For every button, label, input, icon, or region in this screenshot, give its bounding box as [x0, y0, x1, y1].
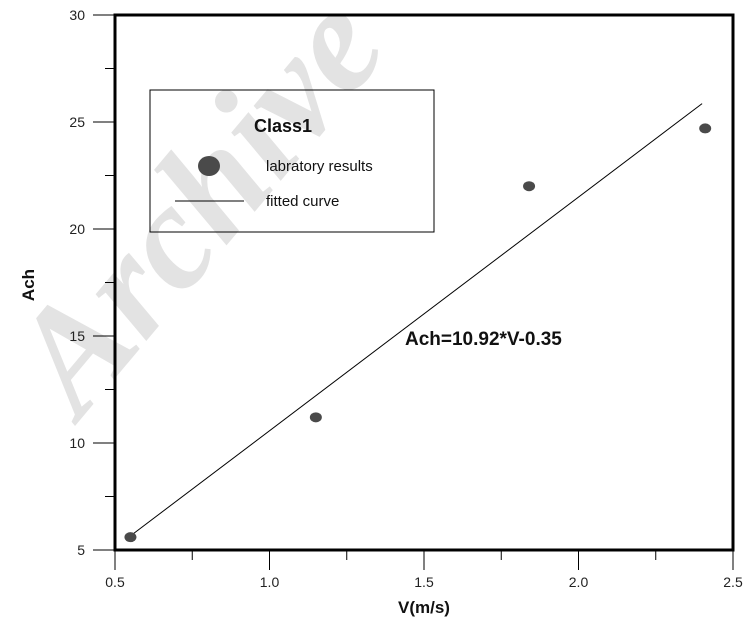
fitted-curve-layer — [130, 103, 703, 537]
data-point — [699, 123, 712, 134]
legend-marker-dot — [198, 156, 220, 176]
y-tick-label: 5 — [77, 542, 85, 558]
legend-box — [149, 89, 435, 233]
y-tick-label: 25 — [69, 114, 85, 130]
x-tick-label: 1.0 — [260, 574, 280, 590]
equation-annotation: Ach=10.92*V-0.35 — [405, 329, 562, 350]
fitted-curve-line — [130, 103, 703, 537]
y-tick-label: 20 — [69, 221, 85, 237]
x-tick-label: 2.0 — [569, 574, 589, 590]
x-tick-label: 0.5 — [105, 574, 125, 590]
y-tick-label: 10 — [69, 435, 85, 451]
axes: 5 10 15 20 25 30 0.5 1.0 1.5 2.0 2.5 — [69, 7, 743, 590]
watermark: Archive — [0, 0, 416, 447]
y-tick-label: 30 — [69, 7, 85, 23]
data-point — [523, 181, 536, 192]
data-point — [309, 412, 322, 423]
x-axis-title: V(m/s) — [398, 598, 450, 617]
y-axis-title: Ach — [19, 269, 38, 301]
legend-entry-scatter: labratory results — [266, 158, 373, 175]
y-tick-label: 15 — [69, 328, 85, 344]
legend-entry-line: fitted curve — [266, 193, 339, 210]
x-tick-label: 2.5 — [723, 574, 743, 590]
data-point — [124, 532, 137, 543]
legend-title: Class1 — [254, 116, 312, 136]
legend: Class1 labratory results fitted curve — [149, 89, 435, 233]
x-tick-label: 1.5 — [414, 574, 434, 590]
data-points-layer — [124, 123, 712, 543]
